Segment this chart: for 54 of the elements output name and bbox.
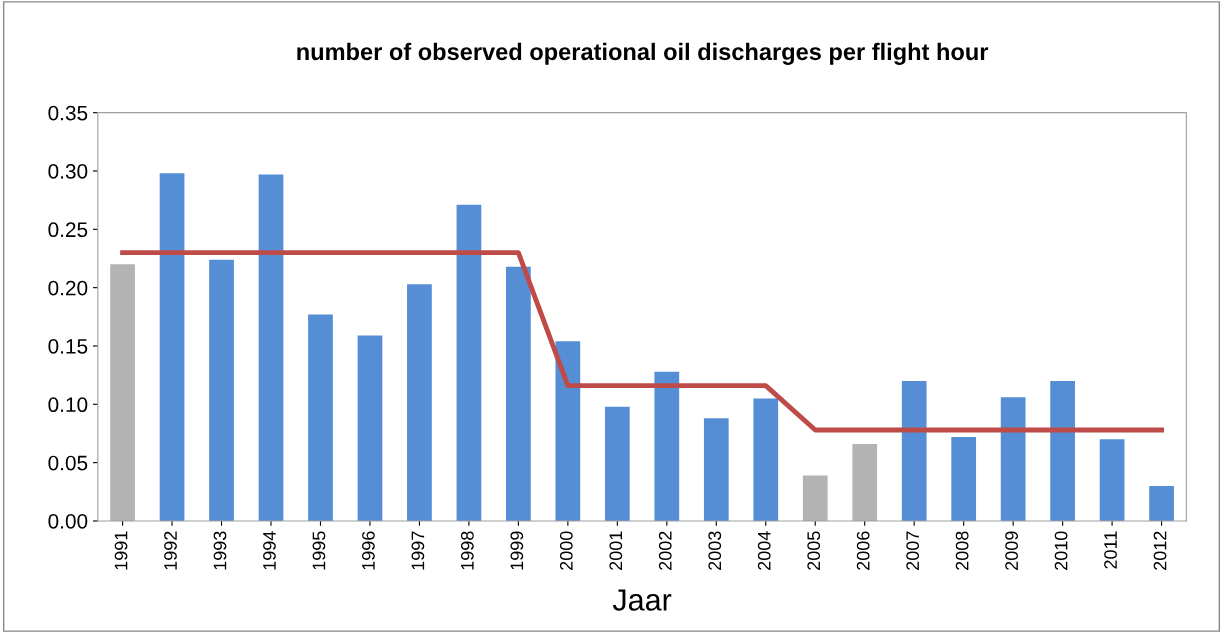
y-tick-label: 0.10 — [48, 397, 88, 413]
y-tick-label: 0.20 — [48, 280, 88, 296]
chart-title: number of observed operational oil discharges per flight hour — [297, 42, 989, 65]
x-tick-label: 2012 — [1153, 531, 1167, 570]
x-tick-label: 1998 — [460, 531, 474, 570]
x-tick-label: 1999 — [510, 531, 524, 570]
x-tick-label: 1997 — [411, 531, 425, 570]
x-tick-label: 2009 — [1005, 531, 1018, 570]
x-tick-label: 2000 — [559, 531, 573, 570]
bar — [1149, 485, 1174, 521]
x-tick-label: 2011 — [1104, 531, 1117, 569]
x-tick-label: 1991 — [114, 531, 128, 570]
bar — [901, 380, 927, 521]
bar — [357, 335, 383, 521]
x-tick-label: 2010 — [1054, 531, 1068, 570]
bar — [1099, 439, 1125, 521]
bar — [506, 266, 531, 521]
bar — [951, 436, 977, 521]
x-tick-label: 2001 — [609, 531, 623, 570]
y-tick-label: 0.15 — [48, 338, 88, 354]
x-tick-label: 2003 — [708, 531, 722, 570]
bar — [802, 475, 828, 521]
bar — [654, 371, 680, 521]
bar — [753, 398, 779, 521]
x-tick-label: 2006 — [856, 531, 870, 570]
x-tick-label: 2004 — [757, 531, 771, 570]
x-tick-label: 1993 — [213, 531, 227, 570]
y-tick-label: 0.35 — [48, 105, 88, 121]
x-tick-label: 1995 — [312, 531, 326, 570]
bar — [209, 259, 234, 521]
y-tick-label: 0.05 — [48, 455, 88, 471]
bar — [703, 418, 729, 521]
x-tick-label: 2002 — [658, 531, 672, 570]
bar — [555, 341, 581, 521]
bar — [110, 264, 135, 521]
bar — [852, 443, 878, 521]
y-tick-label: 0.25 — [48, 222, 88, 238]
y-tick-label: 0.00 — [48, 513, 88, 529]
bar — [604, 406, 630, 521]
y-tick-label: 0.30 — [48, 164, 88, 179]
x-tick-label: 2005 — [807, 531, 821, 570]
x-tick-label: 1994 — [263, 531, 276, 570]
bar — [456, 204, 482, 521]
bar — [258, 174, 284, 521]
x-axis-title: Jaar — [612, 589, 672, 611]
bar — [1000, 397, 1026, 521]
x-tick-label: 1996 — [362, 531, 375, 570]
x-tick-label: 2007 — [906, 531, 920, 570]
x-tick-label: 2008 — [955, 531, 969, 570]
bar — [1050, 380, 1075, 521]
bar — [159, 173, 185, 521]
bar — [308, 314, 333, 521]
bar — [407, 284, 432, 521]
x-tick-label: 1992 — [164, 531, 177, 570]
